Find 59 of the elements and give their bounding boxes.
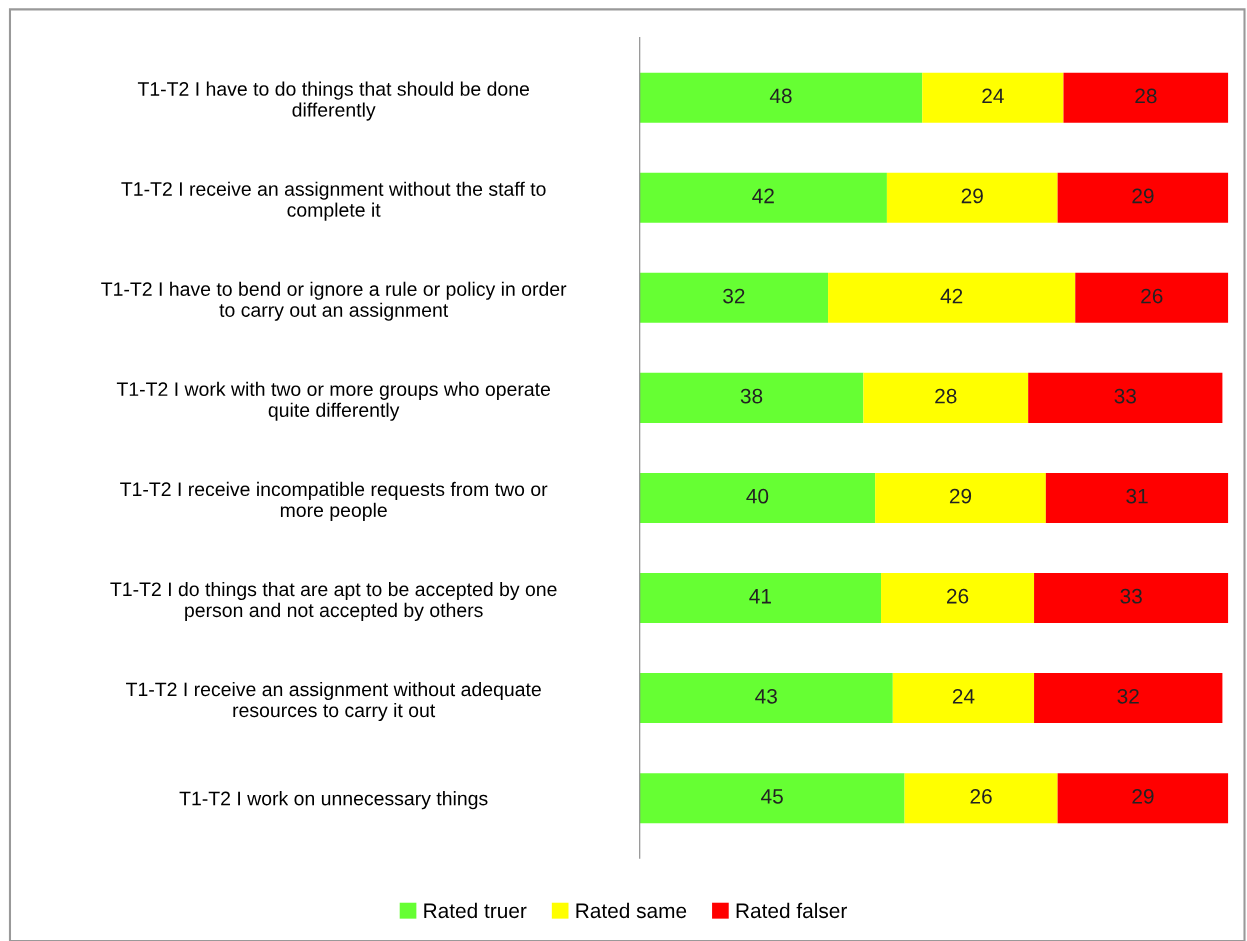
data-label: 32 [723, 288, 745, 304]
bar [904, 773, 1058, 824]
bar [1045, 472, 1229, 523]
data-label: 45 [761, 789, 783, 804]
bar [639, 172, 887, 223]
bar [1057, 172, 1229, 223]
legend-label: Rated falser [736, 902, 847, 919]
data-label: 29 [949, 488, 972, 504]
y-tick-label: T1-T2 I have to do things that should be done differently [137, 81, 529, 121]
y-tick-label: T1-T2 I work with two or more groups who operate quite differently [116, 381, 551, 421]
bar [639, 272, 829, 323]
bar [886, 172, 1058, 223]
bar [881, 573, 1035, 624]
data-label: 24 [952, 688, 975, 704]
bar [639, 72, 923, 123]
bar [639, 773, 905, 824]
bar [639, 472, 876, 523]
y-tick-label: T1-T2 I have to bend or ignore a rule or policy in order to carry out an assignment [101, 281, 567, 321]
data-label: 48 [769, 88, 792, 104]
legend-label: Rated same [576, 902, 687, 919]
bar [1057, 773, 1229, 824]
bar [1028, 372, 1223, 423]
bar [875, 472, 1046, 523]
bar [1075, 272, 1229, 323]
data-label: 29 [1132, 788, 1154, 804]
data-label: 26 [970, 788, 992, 804]
bar [1034, 573, 1229, 624]
bar [863, 372, 1029, 423]
y-tick-label: T1-T2 I work on unnecessary things [179, 791, 488, 810]
bar [1063, 72, 1229, 123]
bar [639, 673, 893, 724]
y-tick-label: T1-T2 I receive an assignment without the staff to complete it [121, 181, 546, 221]
data-label: 42 [752, 188, 774, 204]
data-label: 43 [755, 688, 777, 704]
data-label: 32 [1117, 688, 1139, 704]
data-label: 38 [740, 388, 763, 404]
data-label: 26 [947, 588, 969, 604]
data-label: 29 [961, 188, 983, 204]
bar [828, 272, 1076, 323]
data-label: 41 [749, 589, 771, 604]
data-label: 26 [1141, 288, 1163, 304]
data-label: 33 [1114, 388, 1136, 404]
y-tick-label: T1-T2 I receive incompatible requests from two or more people [120, 481, 548, 521]
bar [639, 372, 864, 423]
data-label: 28 [935, 388, 957, 404]
data-label: 33 [1120, 588, 1142, 604]
data-label: 28 [1135, 88, 1157, 104]
bar [639, 573, 882, 624]
data-label: 40 [746, 488, 769, 504]
data-label: 42 [940, 288, 963, 304]
y-tick-label: T1-T2 I receive an assignment without adequate resources to carry it out [126, 681, 541, 722]
legend-label: Rated truer [424, 902, 527, 919]
data-label: 31 [1126, 488, 1148, 504]
bar [1034, 673, 1223, 724]
data-label: 24 [982, 88, 1004, 104]
bar [922, 72, 1064, 123]
data-label: 29 [1132, 188, 1154, 204]
y-tick-label: T1-T2 I do things that are apt to be accepted by one person and not accepted by others [110, 581, 557, 621]
bar [892, 673, 1035, 724]
